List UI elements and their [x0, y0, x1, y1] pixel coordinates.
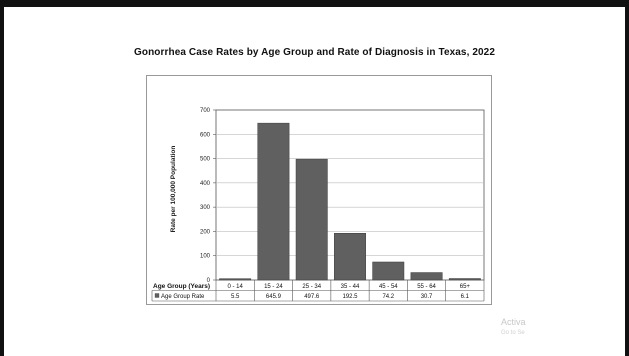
x-category-label: 55 - 64 [417, 284, 436, 290]
x-category-label: 25 - 34 [302, 284, 321, 290]
bar [257, 122, 290, 281]
watermark-line-2: Go to Se [501, 330, 525, 336]
data-value-label: 30.7 [421, 294, 433, 300]
bar [410, 272, 443, 281]
y-tick-label: 400 [200, 181, 211, 187]
legend-swatch [154, 293, 160, 298]
y-tick-label: 0 [207, 278, 211, 284]
activation-watermark: Activa Go to Se [501, 317, 526, 339]
table-header-label: Age Group (Years) [153, 283, 210, 290]
x-category-label: 35 - 44 [341, 284, 360, 290]
bar [295, 158, 328, 281]
data-value-label: 74.2 [382, 294, 394, 300]
y-tick-label: 100 [200, 254, 211, 260]
bar [219, 278, 252, 281]
data-value-label: 192.5 [342, 294, 358, 300]
x-category-label: 45 - 54 [379, 284, 398, 290]
bars [219, 122, 481, 281]
y-tick-labels: 0 100 200 300 400 500 600 700 [200, 108, 211, 284]
legend-series-name: Age Group Rate [161, 294, 205, 300]
x-category-label: 15 - 24 [264, 284, 283, 290]
data-value-label: 645.9 [266, 294, 282, 300]
data-value-label: 5.5 [231, 294, 240, 300]
bar [334, 233, 366, 281]
data-table: Age Group (Years) Age Group Rate 0 - 14 5.5… [151, 280, 485, 302]
y-tick-label: 700 [200, 108, 211, 114]
watermark-line-1: Activa [501, 317, 526, 327]
y-tick-label: 500 [200, 157, 211, 163]
chart-title: Gonorrhea Case Rates by Age Group and Ra… [134, 47, 495, 58]
y-axis-label: Rate per 100,000 Population [170, 146, 177, 233]
bar [448, 278, 481, 281]
y-tick-label: 600 [200, 132, 211, 138]
bar [372, 261, 405, 281]
data-value-label: 6.1 [461, 294, 470, 300]
data-value-label: 497.6 [304, 294, 320, 300]
y-tick-label: 300 [200, 205, 211, 211]
y-tick-label: 200 [200, 229, 211, 235]
x-category-label: 0 - 14 [227, 284, 243, 290]
x-category-label: 65+ [460, 284, 471, 290]
